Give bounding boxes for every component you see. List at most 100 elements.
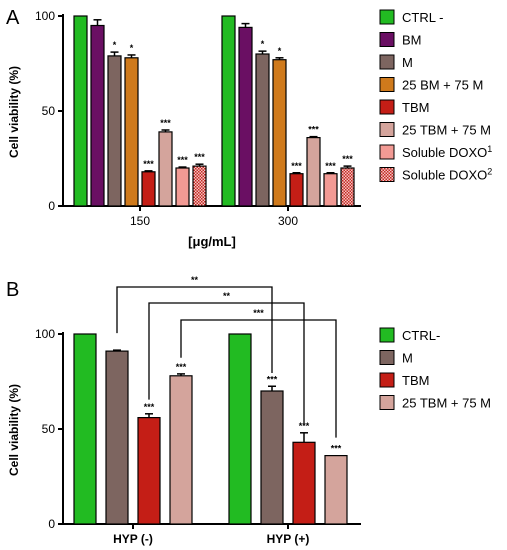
legend-swatch xyxy=(379,395,395,410)
legend-entry-name: CTRL- xyxy=(402,328,440,343)
y-tick-label: 0 xyxy=(48,517,55,531)
bar xyxy=(141,171,156,207)
legend-entry-name: TBM xyxy=(402,100,429,115)
legend-swatch xyxy=(379,32,395,47)
significance-label: *** xyxy=(194,152,205,162)
comparison-bracket xyxy=(148,302,305,425)
legend-entry: 25 BM + 75 M xyxy=(402,78,483,93)
comparison-bracket xyxy=(116,286,273,373)
significance-label: * xyxy=(130,43,134,53)
legend-entry: CTRL- xyxy=(402,328,440,343)
legend-swatch xyxy=(379,144,395,160)
legend-entry-superscript: 2 xyxy=(487,167,492,177)
legend-entry-name: CTRL - xyxy=(402,10,443,25)
significance-label: *** xyxy=(291,161,302,171)
legend-entry: Soluble DOXO2 xyxy=(402,167,492,183)
significance-label: *** xyxy=(267,374,278,384)
legend-swatch xyxy=(379,350,395,365)
bar xyxy=(169,375,193,525)
panel-a-x-axis-label: [μg/mL] xyxy=(188,234,236,249)
bar xyxy=(306,137,321,207)
legend-entry-name: 25 TBM + 75 M xyxy=(402,123,491,138)
legend-entry-name: Soluble DOXO xyxy=(402,168,487,183)
legend-entry-name: BM xyxy=(402,33,422,48)
significance-label: *** xyxy=(143,159,154,169)
category-label: HYP (+) xyxy=(267,532,310,546)
comparison-bracket xyxy=(180,319,337,438)
legend-entry: TBM xyxy=(402,100,429,115)
legend-swatch xyxy=(379,77,395,92)
significance-label: *** xyxy=(299,421,310,431)
bar xyxy=(192,165,207,207)
legend-entry: 25 TBM + 75 M xyxy=(402,123,491,138)
bar xyxy=(260,390,284,525)
category-label: HYP (-) xyxy=(113,532,153,546)
legend-swatch xyxy=(379,327,395,343)
bar xyxy=(272,59,287,207)
significance-label: * xyxy=(113,40,117,50)
legend-entry-name: M xyxy=(402,351,413,366)
significance-label: *** xyxy=(342,154,353,164)
significance-label: *** xyxy=(325,161,336,171)
legend-entry: BM xyxy=(402,33,422,48)
legend-entry: 25 TBM + 75 M xyxy=(402,396,491,411)
y-tick-label: 100 xyxy=(35,9,55,23)
bar xyxy=(73,333,97,525)
y-tick-label: 0 xyxy=(48,199,55,213)
y-tick-label: 50 xyxy=(42,104,56,118)
comparison-label: ** xyxy=(191,275,199,285)
significance-label: *** xyxy=(160,118,171,128)
y-tick-label: 100 xyxy=(35,327,55,341)
bar xyxy=(105,350,129,525)
bar xyxy=(124,57,139,207)
legend-entry-name: Soluble DOXO xyxy=(402,145,487,160)
comparison-label: ** xyxy=(223,291,231,301)
legend-entry-name: 25 TBM + 75 M xyxy=(402,396,491,411)
bar xyxy=(228,333,252,525)
legend-entry: M xyxy=(402,55,413,70)
legend-swatch xyxy=(379,9,395,25)
legend-swatch xyxy=(379,122,395,137)
significance-label: * xyxy=(261,39,265,49)
bar xyxy=(289,173,304,207)
bar xyxy=(73,15,88,207)
legend-entry-name: 25 BM + 75 M xyxy=(402,78,483,93)
legend-swatch xyxy=(379,372,395,388)
panel-a-y-axis-label: Cell viability (%) xyxy=(7,66,21,158)
bar xyxy=(175,167,190,207)
panel-b-letter: B xyxy=(6,279,19,301)
bar xyxy=(90,24,105,207)
significance-label: *** xyxy=(177,155,188,165)
significance-label: *** xyxy=(144,402,155,412)
panel-a-letter: A xyxy=(6,7,20,29)
panel-b-y-axis-label: Cell viability (%) xyxy=(7,384,21,476)
y-tick-label: 50 xyxy=(42,422,56,436)
category-label: 150 xyxy=(130,214,150,228)
bar xyxy=(107,55,122,207)
legend-entry-name: TBM xyxy=(402,373,429,388)
legend-entry: CTRL - xyxy=(402,10,443,25)
bar xyxy=(255,53,270,207)
legend-entry: TBM xyxy=(402,373,429,388)
bar xyxy=(137,417,161,525)
category-label: 300 xyxy=(278,214,298,228)
bar xyxy=(323,173,338,207)
legend-entry-name: M xyxy=(402,55,413,70)
bar xyxy=(340,167,355,207)
bar xyxy=(292,441,316,525)
bar xyxy=(324,455,348,525)
significance-label: *** xyxy=(308,125,319,135)
legend-entry: M xyxy=(402,351,413,366)
legend-swatch xyxy=(379,99,395,115)
bar xyxy=(158,131,173,207)
bar xyxy=(238,26,253,207)
legend-swatch xyxy=(379,167,395,182)
legend-entry-superscript: 1 xyxy=(487,144,492,154)
significance-label: *** xyxy=(331,444,342,454)
significance-label: * xyxy=(278,46,282,56)
legend-entry: Soluble DOXO1 xyxy=(402,144,492,160)
bar xyxy=(221,15,236,207)
